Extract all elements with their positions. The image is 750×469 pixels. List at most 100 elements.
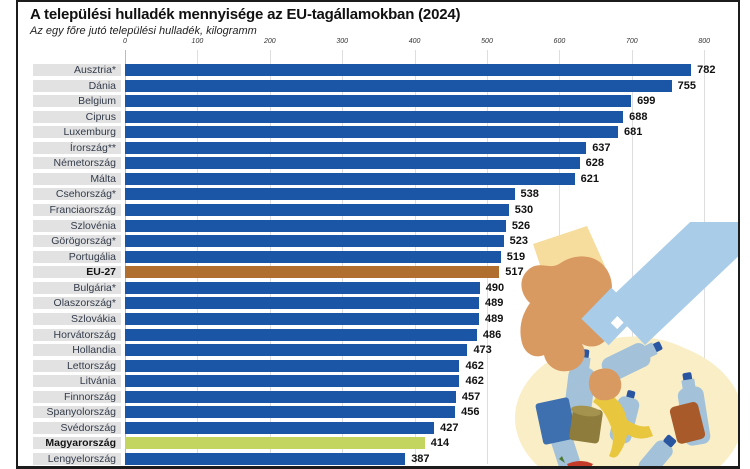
chart-row: Belgium 699 bbox=[33, 94, 733, 109]
bar-value: 456 bbox=[461, 406, 480, 419]
chart-row: Írország** 637 bbox=[33, 141, 733, 156]
bar bbox=[125, 204, 509, 217]
chart-row: Lettország 462 bbox=[33, 359, 733, 374]
chart-row: Spanyolország 456 bbox=[33, 405, 733, 420]
bar-value: 517 bbox=[505, 266, 524, 279]
x-axis-tick-label: 300 bbox=[336, 38, 349, 45]
row-label: Hollandia bbox=[33, 344, 121, 357]
row-label: Horvátország bbox=[33, 328, 121, 341]
row-label: Lengyelország bbox=[33, 453, 121, 465]
row-label: Litvánia bbox=[33, 375, 121, 388]
bar-value: 490 bbox=[485, 281, 505, 294]
row-label: Luxemburg bbox=[33, 126, 121, 139]
x-axis-tick-label: 200 bbox=[263, 38, 276, 45]
bar-value: 538 bbox=[520, 188, 539, 201]
chart-row: Litvánia 462 bbox=[33, 374, 733, 389]
row-label: EU-27 bbox=[33, 266, 121, 279]
chart-row: Luxemburg 681 bbox=[33, 125, 733, 140]
chart-row: Ciprus 688 bbox=[33, 110, 733, 125]
hand-icon bbox=[520, 256, 622, 401]
bar-value: 637 bbox=[592, 141, 611, 154]
bar-value: 782 bbox=[697, 64, 716, 76]
chart-row: Dánia 755 bbox=[33, 79, 733, 94]
bar bbox=[125, 406, 456, 419]
bar-value: 688 bbox=[629, 110, 648, 123]
x-axis-tick-label: 0 bbox=[123, 38, 127, 45]
banana-peel-icon bbox=[593, 390, 653, 458]
chart-row: Magyarország 414 bbox=[33, 436, 733, 451]
x-axis-tick-label: 700 bbox=[625, 38, 638, 45]
chart-row: Portugália 519 bbox=[33, 250, 733, 265]
bar bbox=[125, 281, 480, 294]
bar bbox=[125, 250, 501, 263]
row-label: Németország bbox=[33, 157, 121, 170]
waste-illustration bbox=[515, 222, 738, 466]
chart-row: Franciaország 530 bbox=[33, 203, 733, 218]
bar bbox=[125, 359, 460, 372]
row-label: Olaszország* bbox=[33, 297, 121, 310]
bar-value: 462 bbox=[465, 359, 484, 372]
bar bbox=[125, 219, 506, 232]
chart-row: Csehország* 538 bbox=[33, 187, 733, 202]
chart-row: Szlovénia 526 bbox=[33, 219, 733, 234]
row-label: Írország** bbox=[33, 141, 121, 154]
row-label: Magyarország bbox=[33, 437, 121, 450]
row-label: Szlovénia bbox=[33, 219, 121, 232]
bar bbox=[125, 297, 480, 310]
chart-row: EU-27 517 bbox=[33, 265, 733, 280]
bar-value: 462 bbox=[465, 375, 484, 388]
bar bbox=[125, 110, 624, 123]
chart-row: Svédország 427 bbox=[33, 421, 733, 436]
chart-row: Finnország 457 bbox=[33, 390, 733, 405]
chart-title: A települési hulladék mennyisége az EU-t… bbox=[30, 6, 461, 23]
bar bbox=[125, 421, 435, 434]
bar-value: 755 bbox=[677, 79, 696, 92]
bar-value: 523 bbox=[509, 235, 528, 248]
x-axis-tick-label: 100 bbox=[191, 38, 204, 45]
row-label: Szlovákia bbox=[33, 312, 121, 325]
bar-value: 621 bbox=[580, 172, 599, 185]
chart-row: Ausztria* 782 bbox=[33, 63, 733, 78]
row-label: Görögország* bbox=[33, 235, 121, 248]
row-label: Ciprus bbox=[33, 110, 121, 123]
row-label: Ausztria* bbox=[33, 64, 121, 76]
bar bbox=[125, 375, 460, 388]
arm-sleeve-icon bbox=[581, 222, 738, 346]
bar-value: 387 bbox=[411, 453, 430, 465]
bar bbox=[125, 64, 692, 76]
bar-value: 486 bbox=[482, 328, 502, 341]
x-axis-tick-label: 600 bbox=[553, 38, 566, 45]
row-label: Csehország* bbox=[33, 188, 121, 201]
chart-row: Horvátország 486 bbox=[33, 328, 733, 343]
bar-value: 473 bbox=[473, 344, 492, 357]
bar bbox=[125, 172, 575, 185]
tin-cans-icon bbox=[535, 397, 706, 445]
bar-value: 489 bbox=[485, 312, 504, 325]
bar bbox=[125, 344, 468, 357]
chart-row: Bulgária* 490 bbox=[33, 281, 733, 296]
bar-value: 427 bbox=[440, 421, 459, 434]
row-label: Bulgária* bbox=[33, 281, 121, 294]
chart-frame: A települési hulladék mennyisége az EU-t… bbox=[16, 0, 740, 469]
bar bbox=[125, 312, 480, 325]
bar bbox=[125, 126, 619, 139]
bar bbox=[125, 141, 587, 154]
row-label: Spanyolország bbox=[33, 406, 121, 419]
row-label: Belgium bbox=[33, 95, 121, 108]
chart-row: Szlovákia 489 bbox=[33, 312, 733, 327]
bar bbox=[125, 328, 477, 341]
bar bbox=[125, 95, 632, 108]
bar-value: 519 bbox=[506, 250, 526, 263]
gridline bbox=[631, 50, 633, 464]
chart-row: Málta 621 bbox=[33, 172, 733, 187]
bar-value: 530 bbox=[514, 204, 534, 217]
chart-row: Németország 628 bbox=[33, 156, 733, 171]
x-axis-tick-label: 400 bbox=[408, 38, 421, 45]
row-label: Franciaország bbox=[33, 204, 121, 217]
chart-row: Lengyelország 387 bbox=[33, 452, 733, 466]
row-label: Lettország bbox=[33, 359, 121, 372]
row-label: Finnország bbox=[33, 390, 121, 403]
chart-row: Hollandia 473 bbox=[33, 343, 733, 358]
bar-value: 526 bbox=[511, 219, 531, 232]
row-label: Svédország bbox=[33, 421, 121, 434]
